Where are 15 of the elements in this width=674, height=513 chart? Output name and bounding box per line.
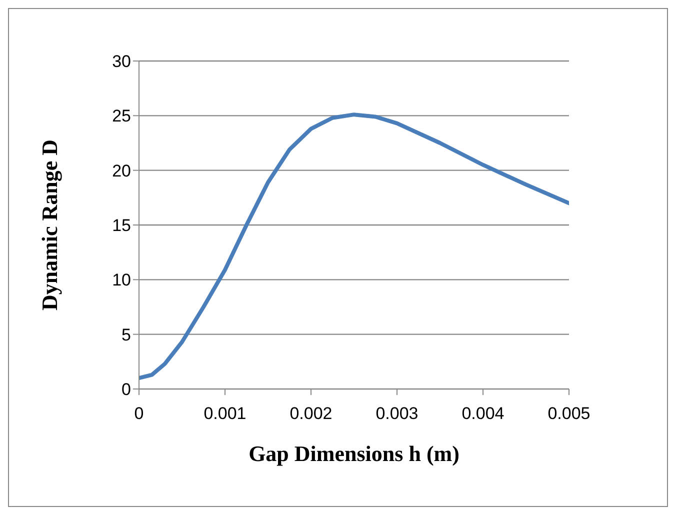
y-tick-label: 15 [112,216,131,236]
x-tick-label: 0.003 [376,404,418,424]
x-tick-label: 0.004 [462,404,504,424]
x-axis-title: Gap Dimensions h (m) [248,441,460,466]
y-tick-label: 0 [122,380,131,400]
y-axis-title: Dynamic Range D [36,139,62,311]
x-tick-label: 0.001 [204,404,246,424]
y-tick-label: 30 [112,52,131,72]
x-tick-label: 0.005 [548,404,590,424]
x-tick-label: 0 [134,404,144,424]
y-tick-label: 10 [112,270,131,290]
y-tick-label: 5 [122,325,131,344]
x-tick-label: 0.002 [290,404,332,424]
y-tick-label: 20 [112,161,131,180]
y-tick-label: 25 [112,106,131,126]
